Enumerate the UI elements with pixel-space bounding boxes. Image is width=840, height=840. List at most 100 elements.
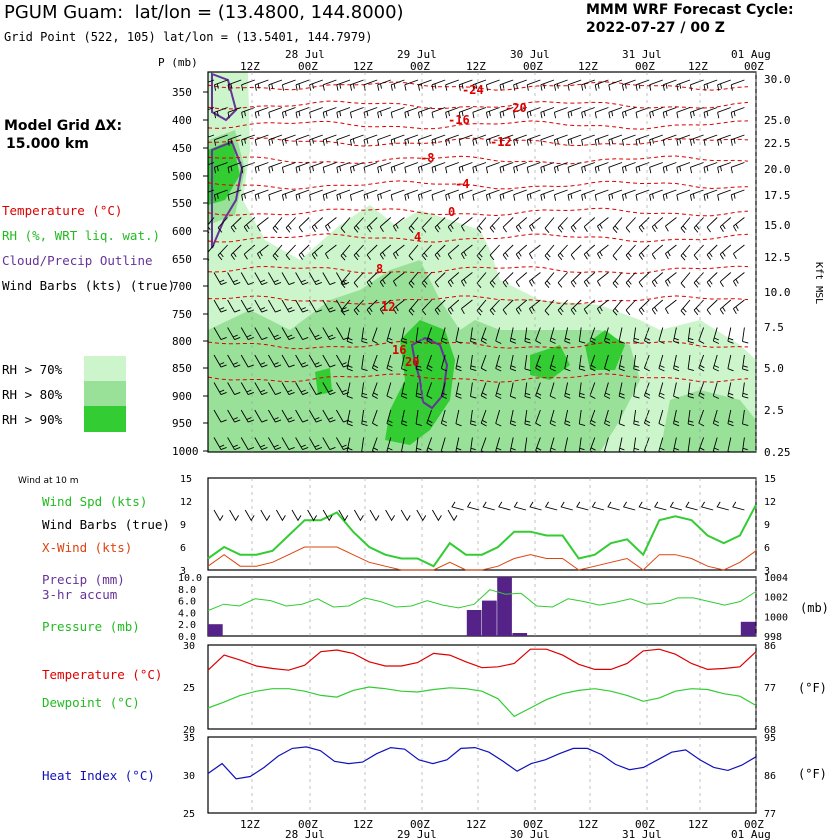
wind-barb [227,437,241,451]
wind-barb [703,134,718,146]
wind-barb [499,162,514,174]
wind-barb [719,217,732,232]
wind-barb [366,217,378,233]
wind-barb [371,354,379,372]
wind-barb [526,162,541,174]
label-heat-index: Heat Index (°C) [42,768,155,783]
wind-barb [733,244,745,260]
wind-barb [340,272,351,288]
surface-wind-barb [560,501,573,511]
wind-tick-left: 3 [180,566,186,577]
temperature-contour-label: -20 [505,101,527,115]
wind-barb [706,217,718,233]
wind-barb [608,107,623,119]
temp-tick-right: 77 [764,683,776,694]
wind-barb [285,244,296,261]
wind-barb [336,79,351,91]
surface-wind-barb [482,501,495,511]
wind-barb [401,327,408,344]
wind-barb [730,134,745,146]
kft-axis-label: Kft MSL [813,262,824,305]
precip-tick-left: 4.0 [178,608,196,619]
surface-wind-barb [669,501,683,511]
kft-tick: 25.0 [764,114,791,127]
axes-group: 12Z 12Z 00Z 00Z 12Z 12Z 00Z 00Z 12Z 12Z 00Z 00Z 12Z 1… [172,48,829,840]
wind-barb [625,299,636,316]
wind-barb [336,189,351,201]
wind-barb [597,217,609,232]
heat-index-line [207,746,757,780]
wind-barb [349,162,364,174]
wind-barb [719,272,732,287]
surface-wind-barb [544,501,558,511]
surface-wind-barb [638,501,651,511]
temperature-contour-label: 12 [381,300,395,314]
wind-barb [676,162,691,174]
wind-barb [421,299,432,316]
wind-barb [445,162,459,174]
surface-wind-barb [576,501,589,511]
wind-barb [553,162,568,174]
wind-barb [706,244,718,260]
wind-barb [662,134,677,146]
wind-barb [658,409,665,427]
wind-barb [485,107,500,119]
wind-barb [295,382,309,396]
surface-wind-barb [369,509,380,522]
wind-barb [553,189,568,201]
wind-barb [673,382,680,399]
wind-barb [240,354,254,368]
temperature-contour-label: 4 [414,230,421,244]
wind-barb [567,79,582,91]
wind-barb [415,409,423,427]
wind-barb [717,107,731,119]
wind-barb [281,327,295,341]
wind-barb [240,409,254,423]
wind-barb [687,382,695,399]
wind-barb [513,189,527,201]
pressure-unit-label: (mb) [800,601,829,615]
wind-barb [472,134,487,146]
wind-barb [281,409,295,423]
wind-barb [366,272,378,288]
wind-barb [680,217,691,233]
wind-barb [254,354,268,368]
pressure-tick-right: 1000 [764,612,788,623]
time-tick-top: 12Z [466,60,486,73]
wind-barb [458,162,473,174]
rh90-blob-2 [530,345,570,380]
wind-panel-frame [207,477,757,571]
wind-barb [455,409,462,427]
label-dewpoint: Dewpoint (°C) [42,695,140,710]
wind-barb [633,382,640,399]
wind-barb [390,79,405,91]
surface-wind-barb [307,509,317,522]
precip-bar [740,621,756,636]
wind-barb [295,354,309,368]
wind-barb [309,162,323,174]
wind-barb [254,382,268,396]
kft-tick: 5.0 [764,362,784,375]
cycle-value: 2022-07-27 / 00 Z [586,20,725,36]
wind-barb [295,79,310,91]
wind-barb [495,382,502,399]
label-precip2: 3-hr accum [42,587,118,602]
wind-barb [401,382,408,399]
pressure-tick-right: 1004 [764,573,788,584]
pressure-tick-right: 998 [764,632,782,643]
wind-barb [434,272,446,288]
wind-barb [340,299,351,316]
heat-tick-right: 95 [764,733,776,744]
wind-barb [689,134,704,146]
time-tick-bottom: 00Z [744,818,764,831]
gridpoint-subtitle: Grid Point (522, 105) lat/lon = (13.5401… [4,30,373,44]
wind-barb [515,217,528,232]
wind-barb [298,217,310,233]
wind-barb [311,244,324,260]
wind-barb [213,162,228,174]
wind-barb [227,189,242,201]
wind-barb [633,409,640,427]
heat-tick-left: 35 [183,733,195,744]
wind-barb [353,299,364,316]
wind-barb [578,382,586,399]
